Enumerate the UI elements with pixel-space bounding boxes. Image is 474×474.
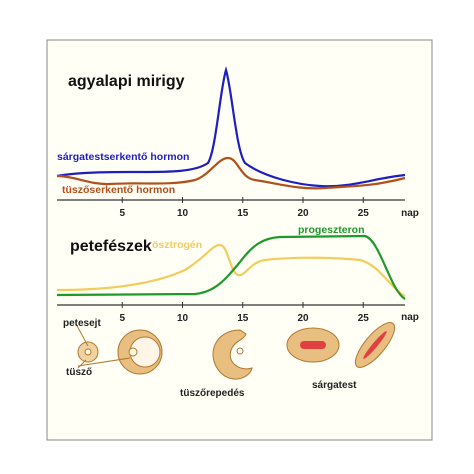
pointer <box>77 357 131 367</box>
pointer <box>75 323 89 347</box>
x-unit: nap <box>401 208 419 219</box>
x-tick-label: 25 <box>358 313 370 324</box>
x-tick-label: 5 <box>119 313 125 324</box>
lh-label: sárgatestserkentő hormon <box>57 151 189 163</box>
x-tick-label: 10 <box>177 208 189 219</box>
follicle-egg <box>128 347 138 357</box>
corpus-core-2 <box>363 331 387 359</box>
x-tick-label: 20 <box>297 313 309 324</box>
progesterone-curve <box>56 234 406 300</box>
stage-icons <box>75 322 396 380</box>
lh-curve <box>56 66 406 188</box>
egg-label: petesejt <box>63 318 101 329</box>
fsh-curve <box>56 156 406 190</box>
estrogen-label: ösztrogén <box>152 239 202 251</box>
progesterone-label: progeszteron <box>298 224 365 236</box>
x-tick-label: 10 <box>177 313 189 324</box>
x-unit: nap <box>401 312 419 323</box>
corpus-core <box>300 341 326 349</box>
x-tick-label: 20 <box>297 208 309 219</box>
egg-core <box>84 348 92 356</box>
x-tick-label: 25 <box>358 208 370 219</box>
fsh-label: tüszőserkentő hormon <box>62 184 175 196</box>
x-tick-label: 15 <box>237 313 249 324</box>
corpus-label: sárgatest <box>312 380 357 391</box>
released-egg <box>236 347 244 355</box>
rupture-icon <box>212 329 253 380</box>
x-tick-label: 5 <box>119 208 125 219</box>
x-tick-label: 15 <box>237 208 249 219</box>
follicle-label: tüsző <box>66 367 92 378</box>
top-title: agyalapi mirigy <box>68 73 185 90</box>
estrogen-curve <box>56 243 406 297</box>
bottom-title: petefészek <box>70 238 152 255</box>
ovulation-label: tüszőrepedés <box>180 388 245 399</box>
pointer <box>77 359 87 369</box>
bottom-ticks: 5 10 15 20 25 <box>119 302 369 324</box>
top-ticks: 5 10 15 20 25 <box>119 197 369 219</box>
